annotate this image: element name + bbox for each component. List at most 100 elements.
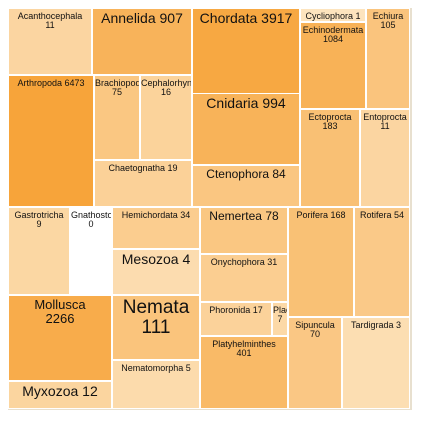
cell-label-row: Onychophora 31 (201, 257, 287, 267)
treemap-cell-chaetognatha[interactable]: Chaetognatha 19 (94, 160, 192, 207)
treemap-cell-placozoa[interactable]: Placozoa7 (272, 302, 288, 336)
cell-value: 9 (36, 219, 42, 230)
treemap-cell-cephalorhyncha[interactable]: Cephalorhyncha16 (140, 75, 192, 160)
cell-label: Cephalorhyncha (141, 78, 192, 88)
cell-label: Chordata (199, 10, 258, 26)
treemap-cell-porifera[interactable]: Porifera 168 (288, 207, 354, 317)
treemap-cell-nematomorpha[interactable]: Nematomorpha 5 (112, 360, 200, 409)
cell-label: Echinodermata (302, 25, 364, 35)
cell-label-row: Hemichordata 34 (113, 210, 199, 220)
cell-value: 4 (182, 251, 191, 267)
treemap-cell-sipuncula[interactable]: Sipuncula 70 (288, 317, 342, 409)
treemap-cell-cnidaria[interactable]: Cnidaria 994 (192, 93, 300, 165)
treemap-cell-brachiopoda[interactable]: Brachiopoda75 (94, 75, 140, 160)
treemap-cell-nemata[interactable]: Nemata 111 (112, 295, 200, 360)
cell-value: 70 (309, 329, 320, 340)
cell-label: Tardigrada (350, 320, 394, 330)
cell-label: Sipuncula (295, 320, 335, 330)
cell-value: 401 (236, 348, 252, 359)
cell-value: 75 (111, 87, 122, 98)
treemap: Acanthocephala 11 Annelida 907 Chordata 391… (8, 8, 412, 410)
cell-value: 84 (272, 167, 286, 181)
treemap-cell-mollusca[interactable]: Mollusca 2266 (8, 295, 112, 381)
cell-label: Rotifera (359, 210, 392, 220)
treemap-cell-tardigrada[interactable]: Tardigrada 3 (342, 317, 410, 409)
cell-label-row: Phoronida 17 (201, 305, 271, 315)
treemap-cell-annelida[interactable]: Annelida 907 (92, 8, 192, 75)
cell-label-row: Tardigrada 3 (343, 320, 409, 330)
cell-value: 3917 (261, 10, 293, 26)
treemap-cell-nemertea[interactable]: Nemertea 78 (200, 207, 288, 254)
treemap-cell-acanthocephala[interactable]: Acanthocephala 11 (8, 8, 92, 75)
cell-label-row: Annelida 907 (93, 11, 191, 26)
treemap-cell-echiura[interactable]: Echiura 105 (366, 8, 410, 109)
cell-label-row: Mesozoa 4 (113, 252, 199, 267)
cell-value: 11 (45, 20, 55, 31)
cell-value: 78 (265, 209, 279, 223)
cell-label: Entoprocta (363, 112, 407, 122)
cell-label-row: Nematomorpha 5 (113, 363, 199, 373)
treemap-cell-entoprocta[interactable]: Entoprocta 11 (360, 109, 410, 207)
cell-value: 5 (185, 363, 191, 373)
cell-label: Ectoprocta (308, 112, 352, 122)
cell-label-row: Nemertea 78 (201, 210, 287, 223)
cell-value: 11 (380, 121, 390, 132)
treemap-cell-phoronida[interactable]: Phoronida 17 (200, 302, 272, 336)
cell-label: Gnathostomulida (71, 210, 112, 220)
cell-label: Hemichordata (121, 210, 178, 220)
treemap-cell-ctenophora[interactable]: Ctenophora 84 (192, 165, 300, 207)
cell-label-row: Chaetognatha 19 (95, 163, 191, 173)
cell-label: Brachiopoda (95, 78, 139, 88)
cell-label: Myxozoa (22, 383, 79, 399)
cell-label: Platyhelminthes (212, 339, 276, 349)
cell-value: 1 (355, 11, 361, 21)
treemap-cell-ectoprocta[interactable]: Ectoprocta 183 (300, 109, 360, 207)
cell-value: 31 (267, 257, 278, 267)
cell-value: 2266 (45, 310, 75, 326)
cell-label-row: Myxozoa 12 (9, 384, 111, 399)
cell-value: 994 (262, 95, 286, 111)
treemap-cell-hemichordata[interactable]: Hemichordata 34 (112, 207, 200, 249)
treemap-cell-chordata[interactable]: Chordata 3917 (192, 8, 300, 109)
cell-value: 168 (330, 210, 346, 220)
cell-value: 1084 (322, 34, 344, 45)
treemap-cell-platyhelminthes[interactable]: Platyhelminthes 401 (200, 336, 288, 409)
cell-label: Cycliophora (305, 11, 353, 21)
cell-label: Echiura (372, 11, 404, 21)
cell-label: Mollusca (34, 297, 86, 312)
cell-label: Gastrotricha (14, 210, 64, 220)
cell-label: Arthropoda (17, 78, 62, 88)
cell-label-row: Rotifera 54 (355, 210, 409, 220)
treemap-cell-gnathostomulida[interactable]: Gnathostomulida0 (70, 207, 112, 295)
cell-value: 7 (277, 314, 283, 325)
cell-value: 54 (394, 210, 405, 220)
treemap-cell-mesozoa[interactable]: Mesozoa 4 (112, 249, 200, 295)
cell-value: 19 (167, 163, 178, 173)
treemap-cell-cycliophora[interactable]: Cycliophora 1 (300, 8, 366, 22)
cell-value: 34 (180, 210, 191, 220)
cell-label-row: Arthropoda 6473 (9, 78, 93, 88)
cell-label: Acanthocephala (17, 11, 83, 21)
cell-label-row: Porifera 168 (289, 210, 353, 220)
cell-label: Chaetognatha (108, 163, 166, 173)
cell-label: Annelida (101, 10, 156, 26)
treemap-cell-rotifera[interactable]: Rotifera 54 (354, 207, 410, 317)
cell-value: 12 (82, 383, 98, 399)
cell-value: 0 (88, 219, 94, 230)
cell-value: 17 (252, 305, 263, 315)
cell-label: Ctenophora (206, 167, 269, 181)
cell-label: Phoronida (209, 305, 251, 315)
treemap-cell-onychophora[interactable]: Onychophora 31 (200, 254, 288, 302)
cell-value: 3 (396, 320, 402, 330)
cell-label: Onychophora (210, 257, 265, 267)
treemap-cell-echinodermata[interactable]: Echinodermata 1084 (300, 22, 366, 109)
treemap-cell-gastrotricha[interactable]: Gastrotricha 9 (8, 207, 70, 295)
cell-label: Placozoa (273, 305, 287, 315)
cell-value: 6473 (64, 78, 85, 88)
treemap-cell-myxozoa[interactable]: Myxozoa 12 (8, 381, 112, 409)
cell-label: Nemata (122, 297, 190, 318)
cell-value: 111 (141, 316, 171, 338)
treemap-cell-arthropoda[interactable]: Arthropoda 6473 (8, 75, 94, 207)
cell-label: Porifera (296, 210, 328, 220)
cell-value: 16 (160, 87, 171, 98)
